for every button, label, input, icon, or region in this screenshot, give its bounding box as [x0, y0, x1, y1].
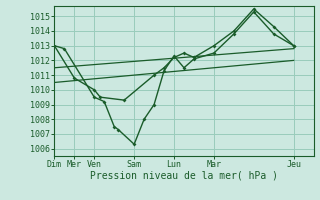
X-axis label: Pression niveau de la mer( hPa ): Pression niveau de la mer( hPa ) [90, 171, 278, 181]
